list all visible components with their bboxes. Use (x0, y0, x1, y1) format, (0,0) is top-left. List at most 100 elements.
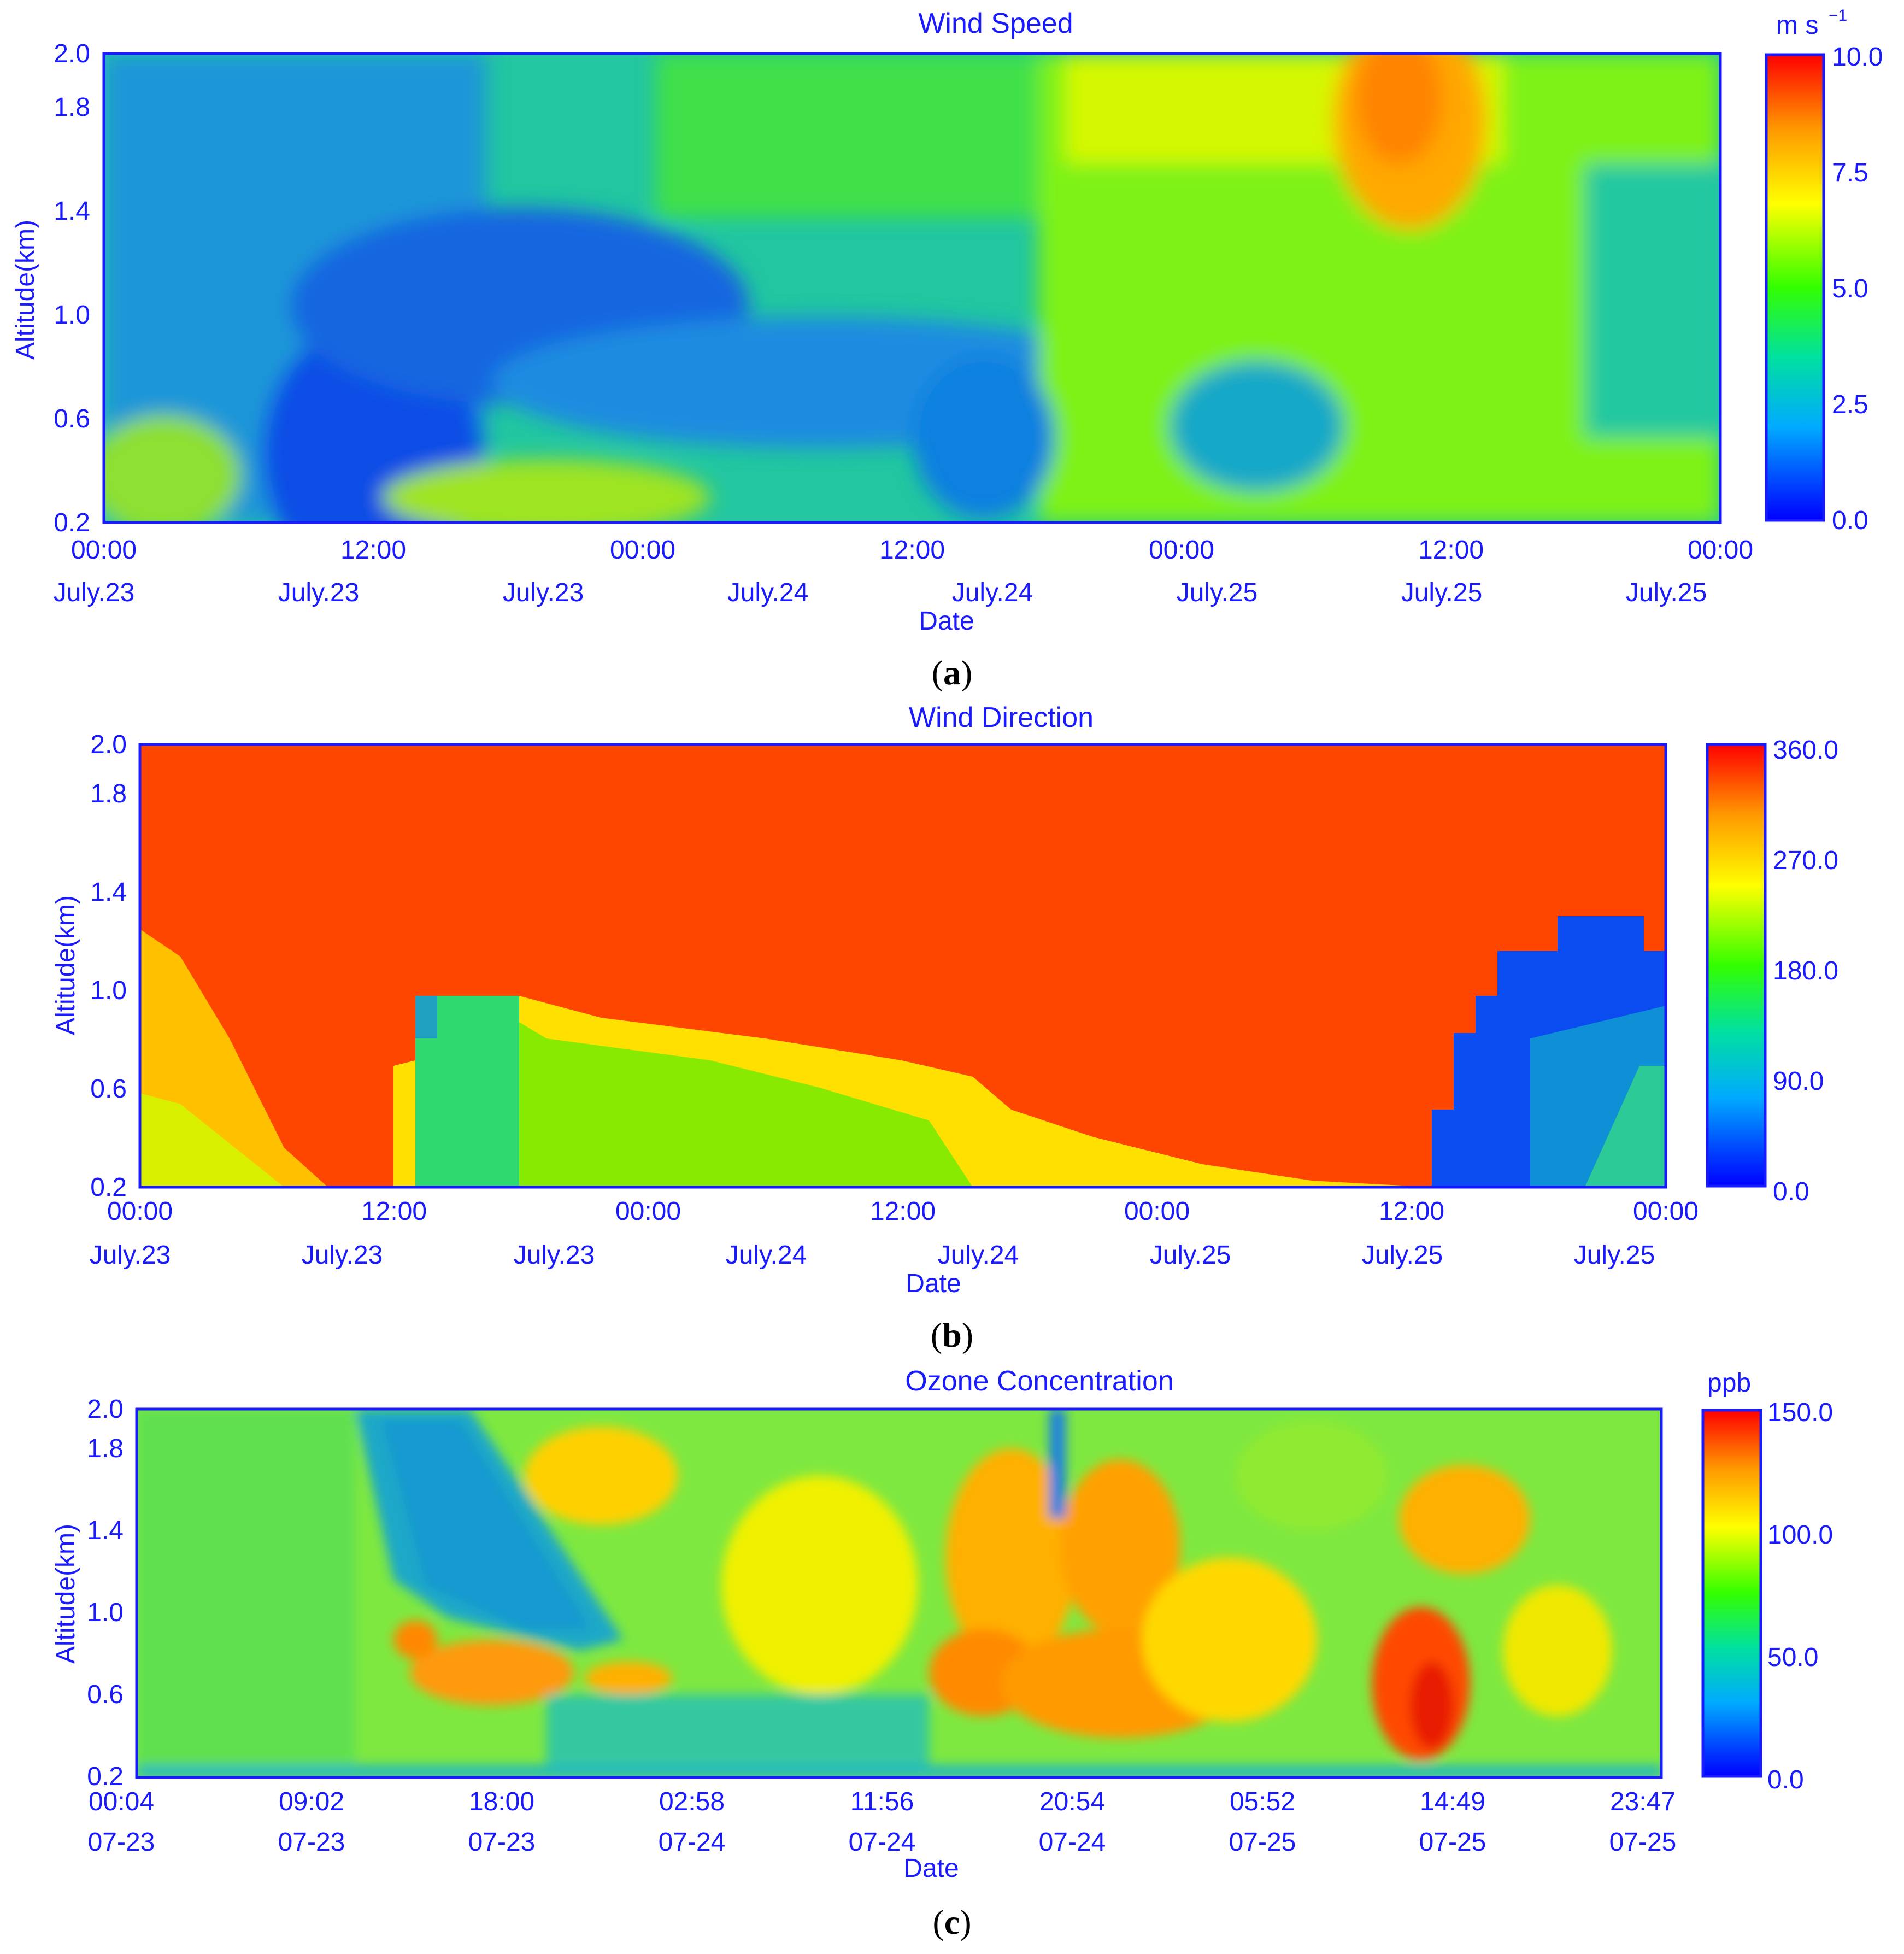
a-ytick-5: 2.0 (54, 39, 90, 68)
a-xlabel: Date (919, 607, 974, 636)
c-xtick-time-3: 02:58 (659, 1787, 725, 1816)
b-cbar-tick-4: 360.0 (1773, 736, 1838, 765)
b-xtick-date-3: July.24 (726, 1241, 807, 1270)
a-cbar-tick-2: 5.0 (1832, 274, 1868, 303)
c-xtick-time-7: 14:49 (1420, 1787, 1485, 1816)
panel-c-title: Ozone Concentration (905, 1365, 1173, 1397)
a-xtick-time-4: 00:00 (1149, 536, 1214, 565)
a-ytick-1: 0.6 (54, 404, 90, 433)
c-xtick-date-6: 07-25 (1229, 1828, 1296, 1857)
b-xtick-date-6: July.25 (1362, 1241, 1443, 1270)
b-xtick-time-2: 00:00 (615, 1197, 681, 1226)
b-xtick-date-0: July.23 (90, 1241, 171, 1270)
a-ytick-2: 1.0 (54, 301, 90, 330)
c-xtick-date-3: 07-24 (659, 1828, 726, 1857)
c-xtick-time-0: 00:04 (89, 1787, 154, 1816)
a-xtick-date-7: July.25 (1626, 578, 1707, 607)
a-unit: m s (1776, 11, 1818, 40)
a-ylabel: Altitude(km) (11, 220, 40, 360)
b-xtick-date-7: July.25 (1574, 1241, 1655, 1270)
a-cbar-tick-4: 10.0 (1832, 43, 1883, 72)
b-ytick-5: 2.0 (90, 730, 127, 759)
b-cbar-tick-0: 0.0 (1773, 1177, 1809, 1206)
b-ytick-1: 0.6 (90, 1075, 127, 1104)
b-xlabel: Date (906, 1269, 961, 1298)
a-xtick-time-2: 00:00 (610, 536, 675, 565)
b-xtick-time-6: 00:00 (1633, 1197, 1699, 1226)
a-xtick-time-6: 00:00 (1688, 536, 1753, 565)
b-xtick-date-5: July.25 (1150, 1241, 1231, 1270)
a-cbar-tick-1: 2.5 (1832, 390, 1868, 419)
c-ytick-2: 1.0 (87, 1598, 124, 1627)
c-xtick-time-1: 09:02 (279, 1787, 344, 1816)
a-xtick-date-3: July.24 (727, 578, 809, 607)
b-xtick-time-0: 00:00 (107, 1197, 173, 1226)
panel-c-heatmap (135, 1407, 1663, 1779)
c-xtick-date-5: 07-24 (1039, 1828, 1106, 1857)
a-xtick-time-3: 12:00 (879, 536, 945, 565)
panel-a: Wind Speed (11, 7, 1883, 692)
c-ytick-3: 1.4 (87, 1516, 124, 1545)
c-panel-label: (c) (932, 1903, 971, 1941)
a-xtick-date-2: July.23 (503, 578, 584, 607)
b-colorbar (1706, 743, 1767, 1188)
b-ytick-3: 1.4 (90, 878, 127, 907)
b-xtick-time-4: 00:00 (1124, 1197, 1190, 1226)
a-panel-label: (a) (932, 653, 973, 692)
a-xtick-time-1: 12:00 (340, 536, 406, 565)
a-xtick-date-6: July.25 (1401, 578, 1483, 607)
panel-b-title: Wind Direction (909, 702, 1094, 734)
c-cbar-tick-1: 50.0 (1767, 1643, 1818, 1672)
b-cbar-tick-1: 90.0 (1773, 1067, 1824, 1096)
b-ytick-0: 0.2 (90, 1173, 127, 1202)
a-xtick-time-5: 12:00 (1418, 536, 1484, 565)
c-xtick-time-4: 11:56 (850, 1787, 914, 1816)
b-xtick-date-1: July.23 (302, 1241, 383, 1270)
c-ytick-1: 0.6 (87, 1680, 124, 1709)
b-ytick-4: 1.8 (90, 779, 127, 808)
a-cbar-tick-3: 7.5 (1832, 159, 1868, 187)
a-ytick-4: 1.8 (54, 93, 90, 122)
panel-b: Wind Direction Altitude(km) 0.2 0.6 1.0 … (51, 702, 1838, 1354)
c-unit: ppb (1707, 1369, 1751, 1398)
b-xtick-date-4: July.24 (938, 1241, 1019, 1270)
c-ytick-4: 1.8 (87, 1434, 124, 1463)
c-cbar-tick-3: 150.0 (1767, 1398, 1833, 1427)
a-xtick-date-4: July.24 (952, 578, 1033, 607)
a-unit-exponent: −1 (1829, 7, 1847, 25)
c-xtick-date-8: 07-25 (1609, 1828, 1677, 1857)
a-xtick-date-0: July.23 (54, 578, 135, 607)
b-xtick-time-3: 12:00 (870, 1197, 936, 1226)
c-xtick-date-4: 07-24 (849, 1828, 916, 1857)
a-ytick-0: 0.2 (54, 508, 90, 537)
a-colorbar (1765, 53, 1825, 522)
c-ytick-5: 2.0 (87, 1395, 124, 1424)
c-colorbar (1701, 1409, 1762, 1778)
b-panel-label: (b) (931, 1316, 973, 1354)
b-cbar-tick-3: 270.0 (1773, 846, 1838, 875)
c-ylabel: Altitude(km) (51, 1524, 80, 1664)
c-ytick-0: 0.2 (87, 1762, 124, 1791)
c-xtick-time-5: 20:54 (1039, 1787, 1105, 1816)
a-ytick-3: 1.4 (54, 197, 90, 226)
b-xtick-time-5: 12:00 (1379, 1197, 1444, 1226)
a-xtick-date-1: July.23 (278, 578, 360, 607)
a-cbar-tick-0: 0.0 (1832, 506, 1868, 535)
panel-a-title: Wind Speed (918, 8, 1073, 39)
c-xtick-time-2: 18:00 (469, 1787, 534, 1816)
panel-b-heatmap (138, 743, 1667, 1189)
a-xtick-date-5: July.25 (1177, 578, 1258, 607)
c-xtick-time-6: 05:52 (1230, 1787, 1295, 1816)
c-xtick-date-7: 07-25 (1419, 1828, 1486, 1857)
c-xtick-date-1: 07-23 (278, 1828, 345, 1857)
c-xtick-time-8: 23:47 (1610, 1787, 1676, 1816)
panel-a-heatmap (102, 52, 1722, 524)
c-cbar-tick-0: 0.0 (1767, 1765, 1804, 1794)
a-xtick-time-0: 00:00 (71, 536, 137, 565)
c-xtick-date-2: 07-23 (468, 1828, 536, 1857)
b-ylabel: Altitude(km) (51, 895, 80, 1035)
b-xtick-time-1: 12:00 (361, 1197, 427, 1226)
c-xlabel: Date (903, 1854, 959, 1883)
b-ytick-2: 1.0 (90, 976, 127, 1005)
